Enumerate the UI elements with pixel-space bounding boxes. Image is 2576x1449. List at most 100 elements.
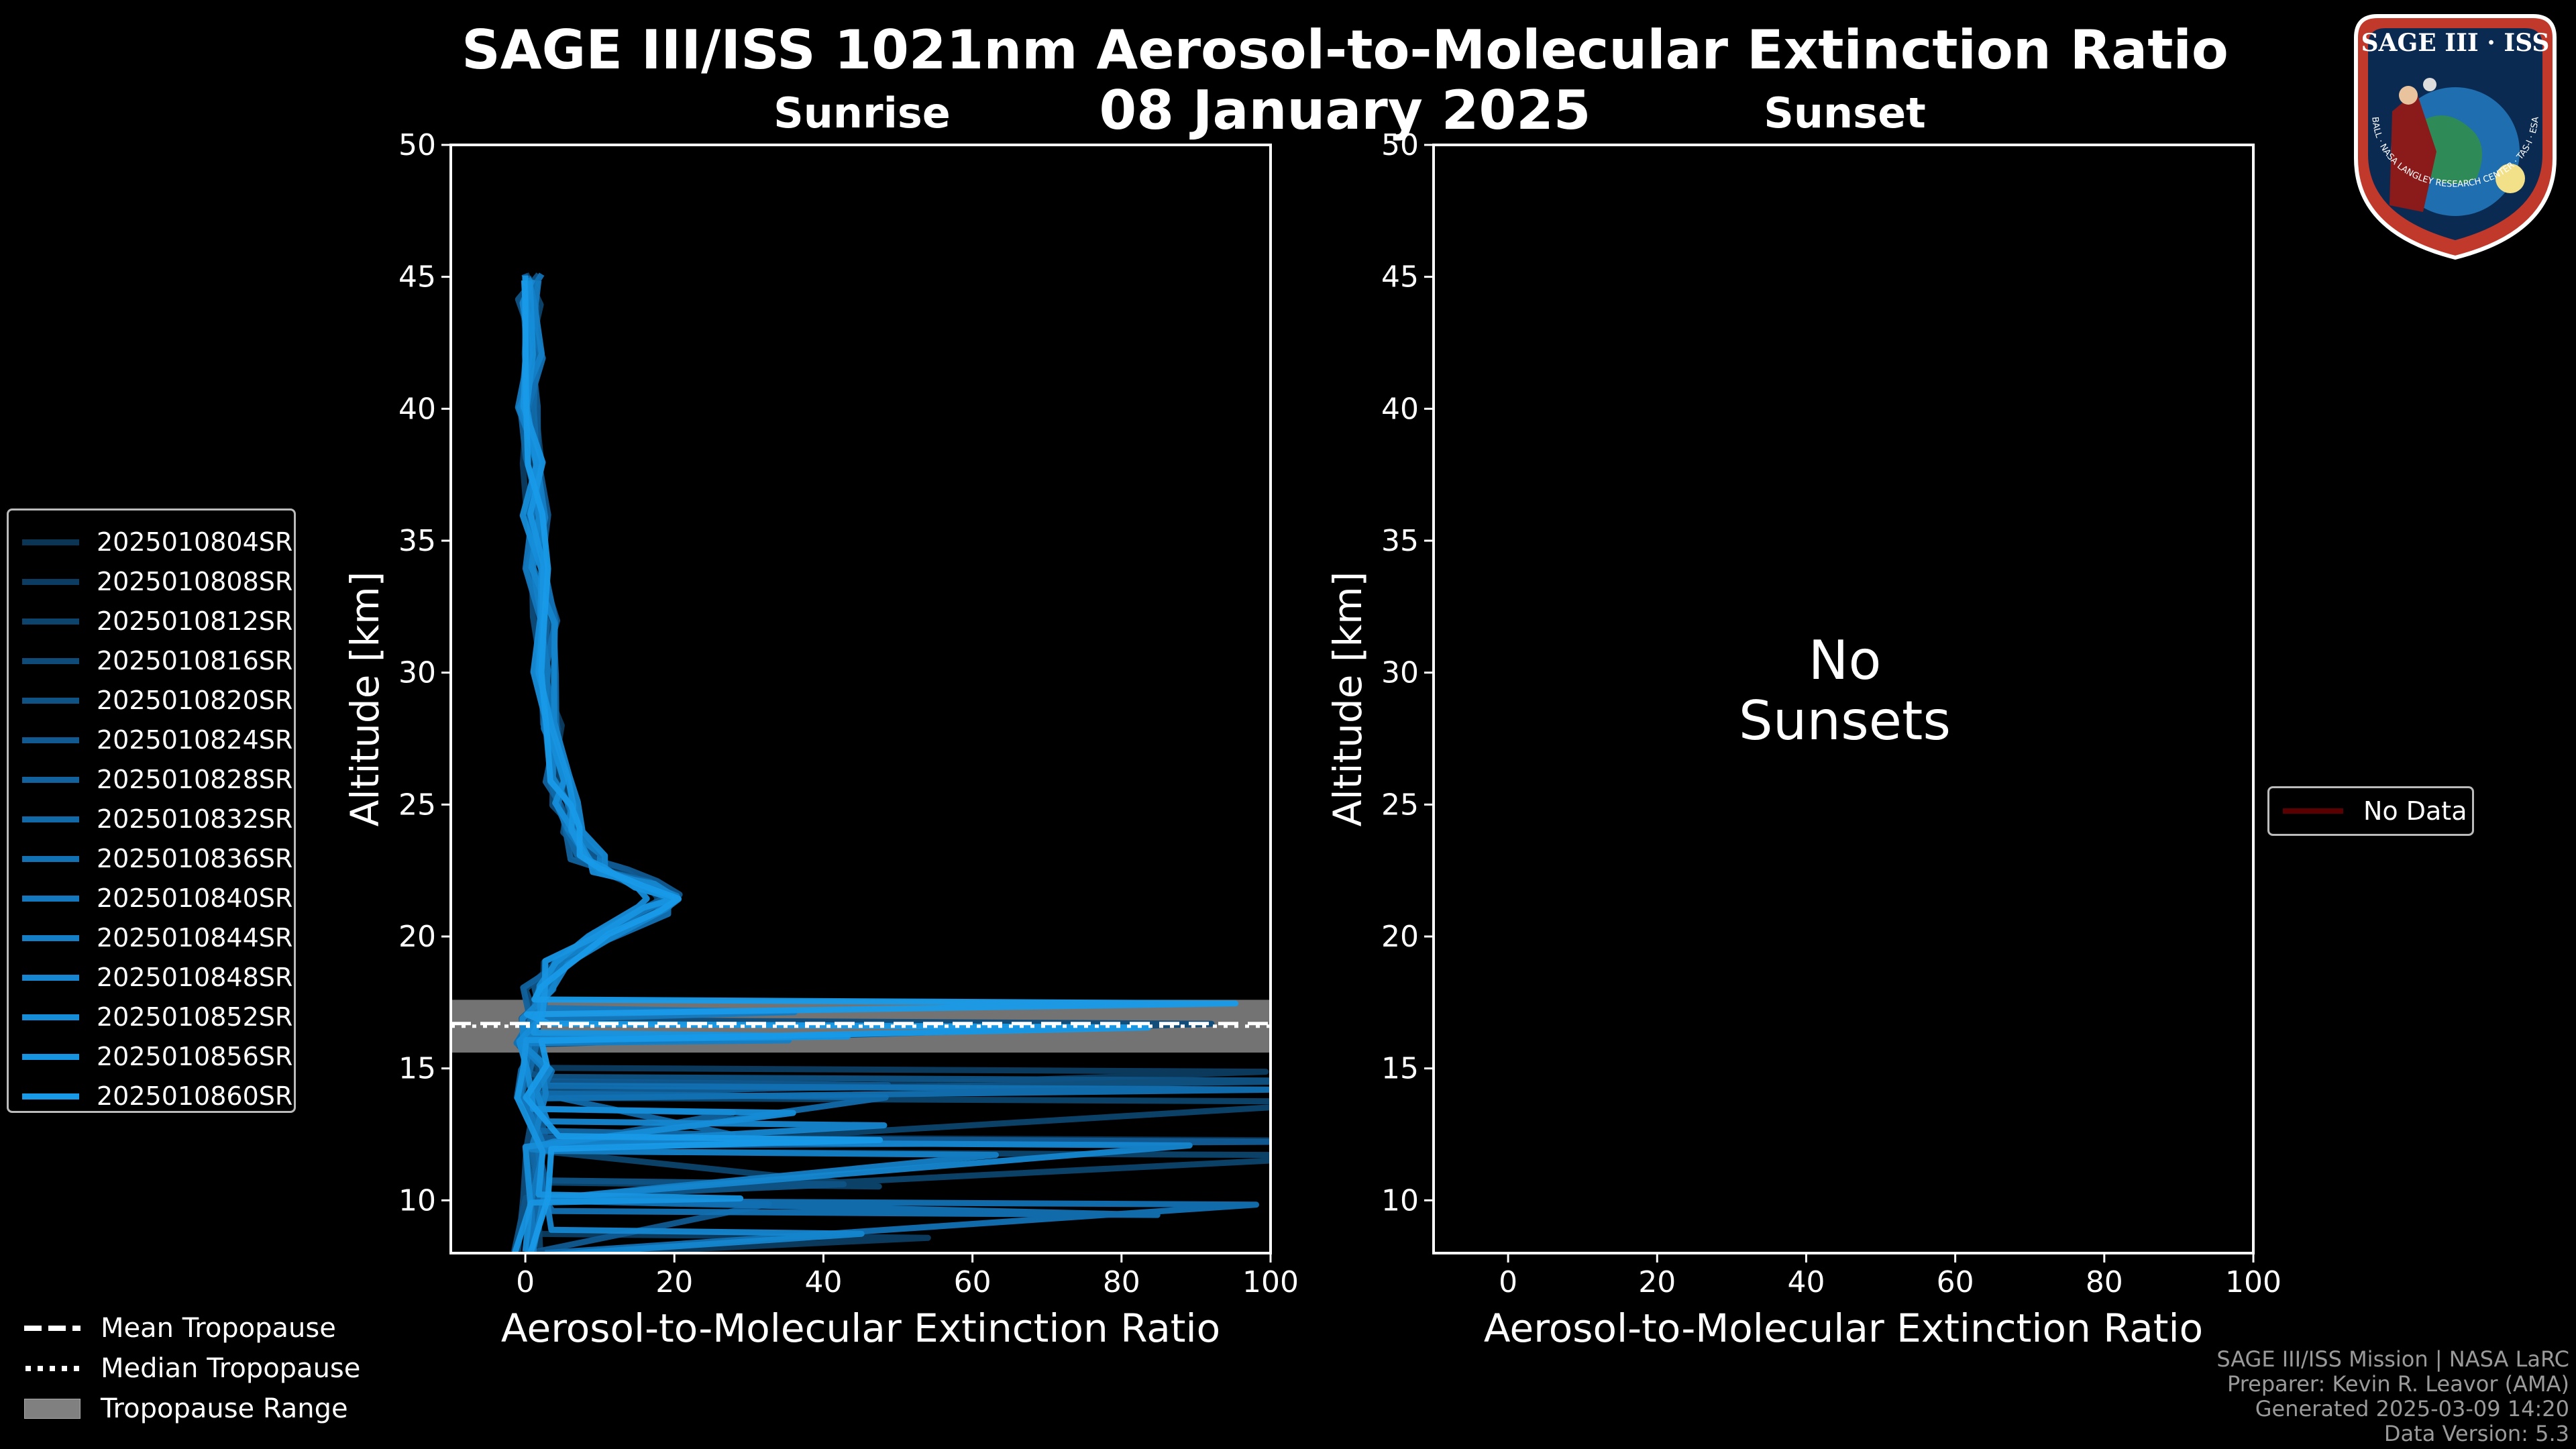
- legend-label: 2025010836SR: [97, 844, 293, 873]
- legend-item-2025010848SR: 2025010848SR: [9, 958, 292, 997]
- y-tick-label: 10: [1381, 1183, 1419, 1218]
- y-tick-label: 35: [1381, 524, 1419, 558]
- footer-preparer: Preparer: Kevin R. Leavor (AMA): [2226, 1371, 2569, 1397]
- legend-item-2025010852SR: 2025010852SR: [9, 998, 292, 1036]
- legend-swatch: [22, 618, 79, 625]
- dashed-line-icon: [24, 1326, 80, 1331]
- y-tick-label: 30: [1381, 656, 1419, 690]
- legend-item-2025010828SR: 2025010828SR: [9, 760, 292, 799]
- legend-item-no-data: No Data: [2269, 792, 2467, 830]
- y-tick-label: 40: [398, 392, 436, 426]
- legend-item-2025010836SR: 2025010836SR: [9, 839, 292, 878]
- legend-item-2025010812SR: 2025010812SR: [9, 602, 292, 641]
- plot-frame: [449, 144, 1272, 1254]
- legend-label: 2025010820SR: [97, 686, 293, 715]
- y-tick-label: 35: [398, 524, 436, 558]
- sunrise-legend: 2025010804SR 2025010808SR 2025010812SR 2025…: [7, 508, 296, 1113]
- legend-item-2025010856SR: 2025010856SR: [9, 1037, 292, 1076]
- legend-item-2025010824SR: 2025010824SR: [9, 720, 292, 759]
- footer-version: Data Version: 5.3: [2383, 1421, 2569, 1446]
- chart-title: SAGE III/ISS 1021nm Aerosol-to-Molecular…: [462, 19, 2229, 81]
- legend-item-2025010816SR: 2025010816SR: [9, 641, 292, 680]
- y-tick-label: 45: [398, 260, 436, 294]
- x-tick-label: 0: [516, 1265, 535, 1299]
- legend-item-2025010804SR: 2025010804SR: [9, 523, 292, 561]
- y-tick-label: 10: [398, 1183, 436, 1218]
- legend-item-median-tropopause: Median Tropopause: [24, 1348, 360, 1389]
- legend-label: 2025010844SR: [97, 923, 293, 953]
- y-tick-label: 30: [398, 656, 436, 690]
- legend-item-2025010840SR: 2025010840SR: [9, 879, 292, 918]
- x-tick-label: 40: [804, 1265, 842, 1299]
- legend-label: 2025010804SR: [97, 527, 293, 557]
- legend-item-2025010820SR: 2025010820SR: [9, 681, 292, 720]
- x-tick-label: 20: [655, 1265, 693, 1299]
- x-axis-label: Aerosol-to-Molecular Extinction Ratio: [1484, 1305, 2203, 1351]
- y-tick-label: 40: [1381, 392, 1419, 426]
- y-tick-label: 20: [1381, 920, 1419, 954]
- legend-label: 2025010816SR: [97, 646, 293, 676]
- plot-content: [451, 272, 1271, 1253]
- x-tick-label: 100: [2225, 1265, 2282, 1299]
- sunrise-subtitle: Sunrise: [773, 89, 951, 138]
- footer-generated: Generated 2025-03-09 14:20: [2255, 1396, 2569, 1421]
- no-sunsets-line2: Sunsets: [1738, 690, 1951, 752]
- legend-swatch: [22, 539, 79, 545]
- legend-label: 2025010808SR: [97, 567, 293, 596]
- legend-item-2025010832SR: 2025010832SR: [9, 800, 292, 839]
- legend-swatch: [22, 657, 79, 664]
- x-tick-label: 80: [1103, 1265, 1140, 1299]
- legend-swatch: [22, 1014, 79, 1020]
- legend-swatch: [22, 737, 79, 743]
- y-tick-label: 25: [398, 788, 436, 822]
- legend-label: 2025010856SR: [97, 1042, 293, 1071]
- y-tick-label: 15: [1381, 1052, 1419, 1086]
- profile-2025010860SR: [521, 280, 1239, 1253]
- y-tick-label: 20: [398, 920, 436, 954]
- legend-item-tropopause-range: Tropopause Range: [24, 1389, 360, 1429]
- legend-swatch: [22, 816, 79, 822]
- x-tick-label: 20: [1638, 1265, 1676, 1299]
- legend-label: 2025010812SR: [97, 606, 293, 636]
- sunset-panel: 10 15 20 25 30 35 40 45 50 0 20 40 60 80 100 Aerosol-to…: [1325, 128, 2282, 1351]
- logo-text-top: SAGE III · ISS: [2361, 29, 2550, 57]
- no-sunsets-line1: No: [1808, 629, 1882, 692]
- legend-label: Mean Tropopause: [101, 1313, 336, 1344]
- legend-swatch: [22, 895, 79, 902]
- x-tick-label: 60: [954, 1265, 991, 1299]
- y-tick-label: 50: [398, 128, 436, 162]
- sunset-legend: No Data: [2267, 786, 2474, 836]
- sunrise-panel: 10 15 20 25 30 35 40 45 50 0 20 40 60 80 100 Aerosol-to…: [342, 128, 1299, 1351]
- legend-label: 2025010848SR: [97, 963, 293, 992]
- footer-credits: SAGE III/ISS Mission | NASA LaRC Prepare…: [2216, 1347, 2569, 1446]
- x-axis-label: Aerosol-to-Molecular Extinction Ratio: [501, 1305, 1220, 1351]
- y-axis-label: Altitude [km]: [1325, 572, 1371, 826]
- x-tick-label: 80: [2086, 1265, 2123, 1299]
- dotted-line-icon: [25, 1366, 80, 1371]
- legend-label: 2025010840SR: [97, 883, 293, 913]
- legend-item-2025010844SR: 2025010844SR: [9, 918, 292, 957]
- legend-swatch: [22, 776, 79, 783]
- legend-swatch: [2283, 808, 2343, 814]
- legend-item-2025010860SR: 2025010860SR: [9, 1077, 292, 1116]
- x-tick-label: 60: [1937, 1265, 1974, 1299]
- sunset-subtitle: Sunset: [1764, 89, 1926, 138]
- y-tick-label: 50: [1381, 128, 1419, 162]
- plot-area: [1434, 145, 2253, 1253]
- tropopause-legend: Mean Tropopause Median Tropopause Tropop…: [24, 1308, 360, 1429]
- legend-item-mean-tropopause: Mean Tropopause: [24, 1308, 360, 1348]
- legend-label: 2025010852SR: [97, 1002, 293, 1032]
- sage-iii-iss-logo: SAGE III · ISS BALL · NASA LANGLEY RESEA…: [2354, 14, 2557, 260]
- legend-label: 2025010832SR: [97, 804, 293, 834]
- legend-label: Tropopause Range: [101, 1393, 348, 1424]
- legend-label: Median Tropopause: [101, 1353, 361, 1384]
- no-sunsets-message: No Sunsets: [1637, 631, 2053, 751]
- legend-swatch: [22, 934, 79, 941]
- legend-swatch: [22, 1093, 79, 1099]
- y-tick-label: 25: [1381, 788, 1419, 822]
- legend-swatch: [22, 1053, 79, 1060]
- y-tick-label: 15: [398, 1052, 436, 1086]
- legend-label: 2025010824SR: [97, 725, 293, 755]
- x-tick-label: 40: [1787, 1265, 1825, 1299]
